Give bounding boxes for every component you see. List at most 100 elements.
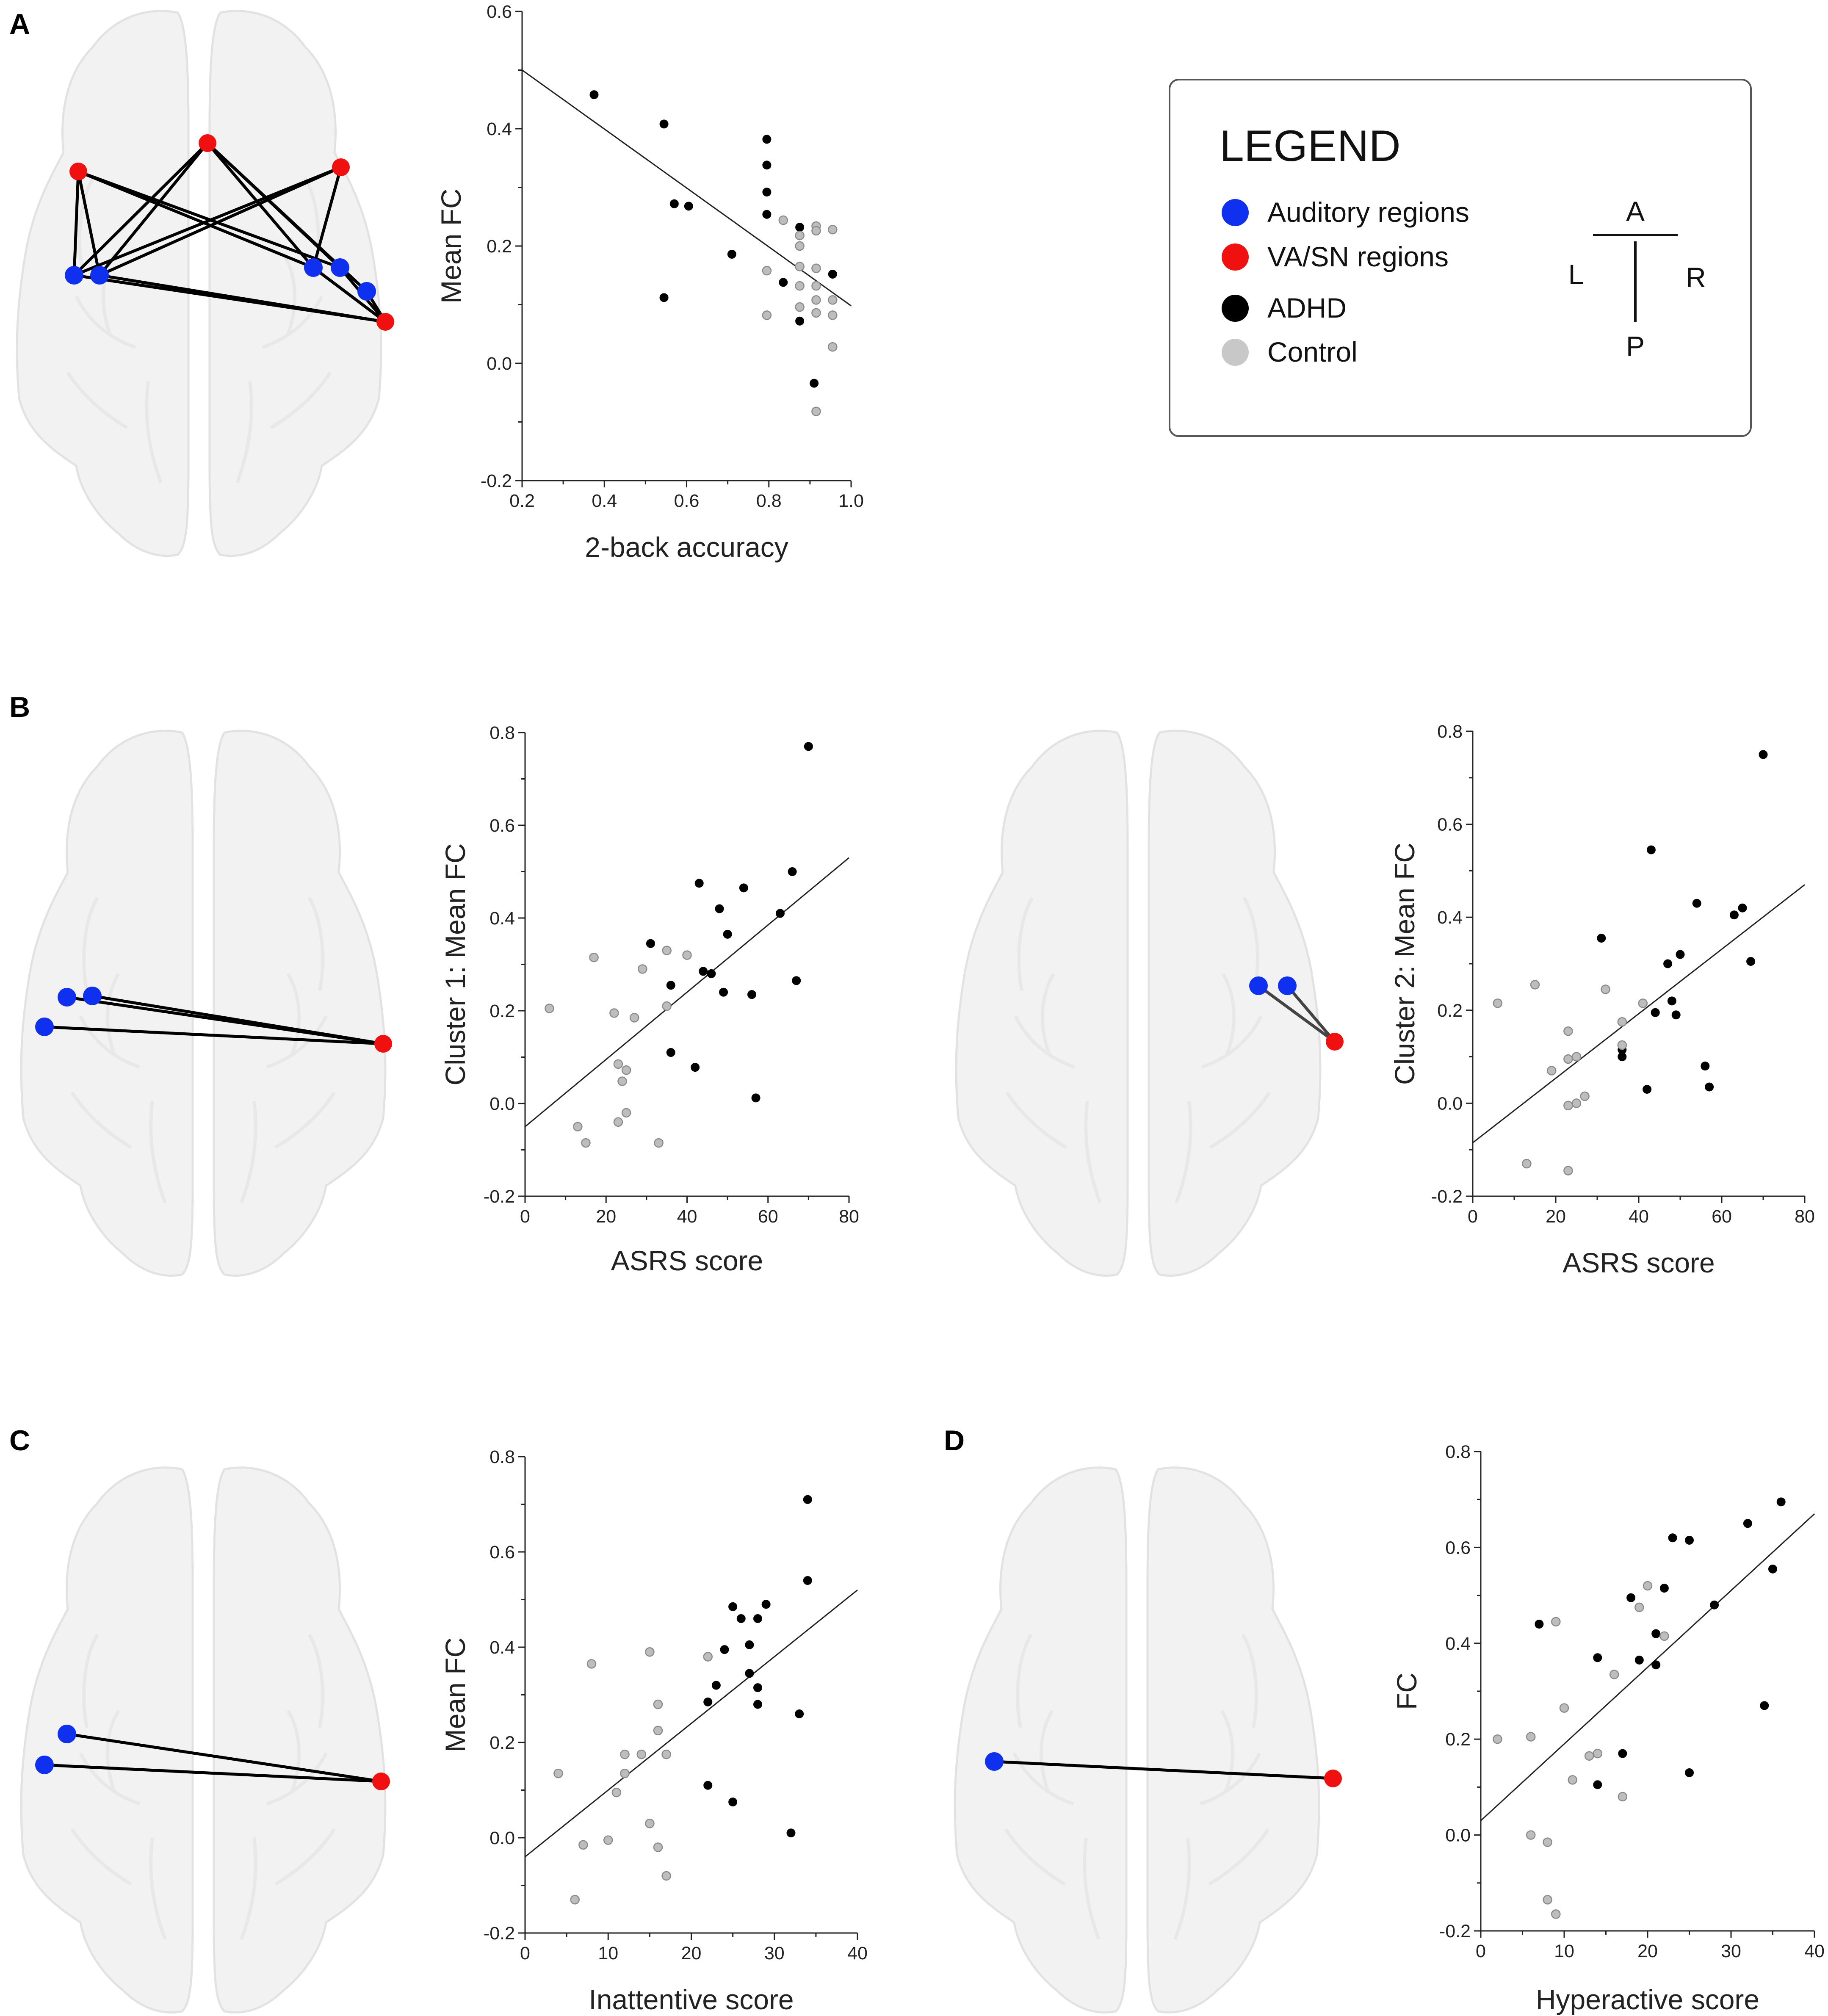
regression-line-b2 <box>1473 884 1805 1143</box>
vasn-node-b1 <box>374 1035 392 1053</box>
adhd-point <box>1535 1620 1544 1629</box>
control-point <box>811 281 821 291</box>
adhd-point <box>1651 1660 1661 1670</box>
adhd-point <box>1768 1564 1777 1574</box>
legend-item-control: Control <box>1222 336 1358 368</box>
y-tick-label: 0.6 <box>487 2 512 22</box>
adhd-point <box>720 1645 729 1654</box>
vasn-node-c <box>372 1773 390 1790</box>
y-tick-label: 0.6 <box>489 1542 515 1562</box>
connections-c <box>44 1732 382 1783</box>
x-tick-label: 20 <box>596 1206 616 1227</box>
x-tick-label: 0 <box>1476 1941 1486 1961</box>
control-point <box>811 263 821 273</box>
control-point <box>653 1726 663 1736</box>
adhd-point <box>727 249 736 259</box>
adhd-point <box>1668 1533 1677 1543</box>
adhd-point <box>715 904 724 913</box>
adhd-point <box>707 969 716 978</box>
adhd-point <box>1671 1010 1681 1020</box>
x-tick-label: 40 <box>1804 1941 1825 1961</box>
brain-outline-b2 <box>956 731 1320 1276</box>
control-point <box>1530 980 1540 990</box>
adhd-point <box>753 1614 762 1623</box>
adhd-point <box>795 316 805 326</box>
x-tick-label: 30 <box>764 1943 785 1963</box>
control-point <box>653 1699 663 1709</box>
control-point <box>1526 1732 1536 1742</box>
adhd-point <box>739 883 748 893</box>
adhd-point <box>659 293 669 302</box>
control-point <box>621 1108 631 1118</box>
connections-b2 <box>1257 984 1336 1043</box>
legend-item-auditory: Auditory regions <box>1222 196 1469 228</box>
adhd-point <box>810 379 819 388</box>
y-tick-label: 0.2 <box>1445 1729 1471 1750</box>
brain-network-d <box>955 1468 1342 2013</box>
adhd-point <box>1646 845 1656 855</box>
control-point <box>1618 1792 1628 1802</box>
scatter-chart-c: 0 10 20 30 40 -0.2 0.0 0.2 0.4 0.6 0.8 Inattentive … <box>440 1447 868 2015</box>
x-tick-label: 1.0 <box>838 491 864 511</box>
adhd-point <box>1663 959 1673 968</box>
adhd-point <box>775 909 785 918</box>
legend-label-adhd: ADHD <box>1267 292 1347 324</box>
adhd-point <box>762 188 772 197</box>
control-point <box>828 224 838 235</box>
control-point <box>682 950 692 960</box>
adhd-point <box>762 160 772 170</box>
adhd-point <box>659 119 669 129</box>
y-tick-label: 0.8 <box>489 723 515 743</box>
control-point <box>1543 1837 1552 1847</box>
control-point <box>609 1008 619 1018</box>
x-tick-label: 0.8 <box>756 491 782 511</box>
x-tick-label: 40 <box>847 1943 868 1963</box>
x-tick-label: 0.4 <box>592 491 617 511</box>
adhd-point <box>1634 1655 1644 1665</box>
adhd-point <box>795 223 805 232</box>
adhd-point <box>1701 1062 1710 1071</box>
gray-circle-icon <box>1222 339 1249 366</box>
adhd-point <box>719 987 728 997</box>
y-tick-label: 0.0 <box>1437 1093 1463 1114</box>
adhd-point <box>1593 1653 1602 1662</box>
control-point <box>1571 1052 1582 1062</box>
adhd-point <box>691 1063 700 1072</box>
red-circle-icon <box>1222 243 1249 271</box>
control-point <box>661 1871 671 1881</box>
x-tick-label: 0 <box>520 1943 530 1963</box>
y-tick-label: 0.0 <box>489 1828 515 1848</box>
adhd-point <box>1685 1768 1694 1777</box>
regression-line-b1 <box>525 857 849 1127</box>
control-point <box>1659 1631 1669 1641</box>
scatter-chart-a: 0.2 0.4 0.6 0.8 1.0 -0.2 0.0 0.2 0.4 0.6 2-back ac… <box>435 2 864 563</box>
y-tick-label: 0.0 <box>487 354 512 374</box>
adhd-point <box>762 210 772 219</box>
control-point <box>613 1117 623 1127</box>
adhd-point <box>1651 1629 1661 1638</box>
y-tick-label: 0.8 <box>489 1447 515 1467</box>
orientation-compass: A P L R <box>1568 196 1706 362</box>
blue-circle-icon <box>1222 199 1249 226</box>
y-tick-label: -0.2 <box>481 471 512 491</box>
x-tick-label: 0.6 <box>674 491 700 511</box>
adhd-point <box>1705 1082 1714 1092</box>
adhd-point <box>1710 1600 1719 1609</box>
legend-item-adhd: ADHD <box>1222 292 1347 324</box>
control-point <box>762 265 772 276</box>
control-point <box>589 952 599 962</box>
control-point <box>1568 1775 1577 1785</box>
y-tick-label: 0.4 <box>1445 1634 1471 1654</box>
y-tick-label: -0.2 <box>484 1186 515 1207</box>
control-point <box>603 1835 613 1845</box>
control-point <box>617 1076 627 1086</box>
x-tick-label: 0 <box>1468 1206 1478 1227</box>
adhd-point <box>753 1683 762 1692</box>
adhd-point <box>1593 1780 1602 1789</box>
x-tick-label: 30 <box>1721 1941 1741 1961</box>
adhd-point <box>723 929 732 939</box>
adhd-point <box>728 1602 738 1611</box>
adhd-point <box>728 1798 738 1807</box>
y-axis-label-b1: Cluster 1: Mean FC <box>440 843 471 1085</box>
